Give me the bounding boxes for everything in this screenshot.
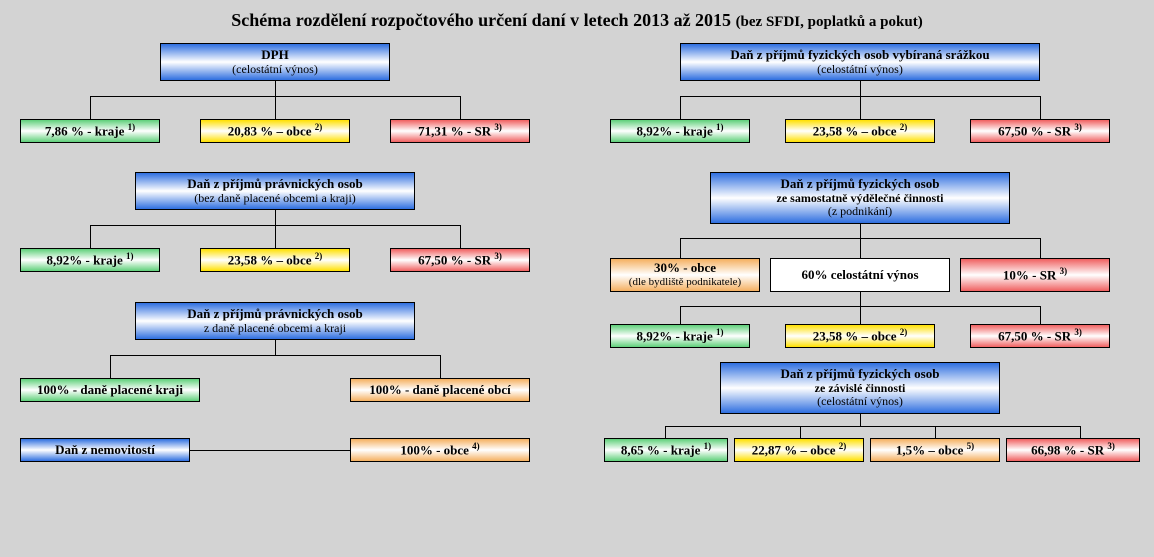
- dppo2-sub: z daně placené obcemi a kraji: [204, 322, 346, 336]
- page-title: Schéma rozdělení rozpočtového určení dan…: [0, 10, 1154, 31]
- zavisla-kraje: 8,65 % - kraje 1): [604, 438, 728, 462]
- title-sub: (bez SFDI, poplatků a pokut): [736, 14, 923, 30]
- dppo1-parent: Daň z příjmů právnických osob (bez daně …: [135, 172, 415, 210]
- srazka-title: Daň z příjmů fyzických osob vybíraná srá…: [730, 48, 989, 63]
- srazka-parent: Daň z příjmů fyzických osob vybíraná srá…: [680, 43, 1040, 81]
- nemo-parent: Daň z nemovitostí: [20, 438, 190, 462]
- dppo2-parent: Daň z příjmů právnických osob z daně pla…: [135, 302, 415, 340]
- dppo1-kraje: 8,92% - kraje 1): [20, 248, 160, 272]
- dph-sr-text: 71,31 % - SR: [418, 124, 491, 139]
- dph-obce: 20,83 % – obce 2): [200, 119, 350, 143]
- dppo2-obci: 100% - daně placené obcí: [350, 378, 530, 402]
- srazka-sr: 67,50 % - SR 3): [970, 119, 1110, 143]
- srazka-sub: (celostátní výnos): [817, 63, 903, 77]
- dph-kraje-fn: 1): [128, 122, 136, 132]
- dph-sub: (celostátní výnos): [232, 63, 318, 77]
- srazka-obce: 23,58 % – obce 2): [785, 119, 935, 143]
- dppo2-kraji: 100% - daně placené kraji: [20, 378, 200, 402]
- zavisla-sub1: ze závislé činnosti: [815, 382, 906, 396]
- dph-title: DPH: [261, 48, 288, 63]
- podnik-obce30: 30% - obce (dle bydliště podnikatele): [610, 258, 760, 292]
- zavisla-sr: 66,98 % - SR 3): [1006, 438, 1140, 462]
- dph-obce-fn: 2): [315, 122, 323, 132]
- dph-kraje: 7,86 % - kraje 1): [20, 119, 160, 143]
- title-main: Schéma rozdělení rozpočtového určení dan…: [231, 10, 731, 30]
- dph-kraje-text: 7,86 % - kraje: [45, 124, 124, 139]
- dppo2-title: Daň z příjmů právnických osob: [187, 307, 363, 322]
- podnik-parent: Daň z příjmů fyzických osob ze samostatn…: [710, 172, 1010, 224]
- dph-sr-fn: 3): [494, 122, 502, 132]
- zavisla-obce2: 1,5% – obce 5): [870, 438, 1000, 462]
- zavisla-title: Daň z příjmů fyzických osob: [781, 367, 940, 382]
- dppo1-obce: 23,58 % – obce 2): [200, 248, 350, 272]
- podnik-title: Daň z příjmů fyzických osob: [781, 177, 940, 192]
- dph-sr: 71,31 % - SR 3): [390, 119, 530, 143]
- podnik-sub1: ze samostatně výdělečné činnosti: [777, 192, 944, 206]
- dppo1-title: Daň z příjmů právnických osob: [187, 177, 363, 192]
- srazka-kraje: 8,92% - kraje 1): [610, 119, 750, 143]
- dph-obce-text: 20,83 % – obce: [228, 124, 312, 139]
- dppo1-sr: 67,50 % - SR 3): [390, 248, 530, 272]
- zavisla-sub2: (celostátní výnos): [817, 395, 903, 409]
- dppo1-sub: (bez daně placené obcemi a kraji): [194, 192, 356, 206]
- zavisla-parent: Daň z příjmů fyzických osob ze závislé č…: [720, 362, 1000, 414]
- podnik-obce: 23,58 % – obce 2): [785, 324, 935, 348]
- podnik-kraje: 8,92% - kraje 1): [610, 324, 750, 348]
- podnik-sr: 67,50 % - SR 3): [970, 324, 1110, 348]
- zavisla-obce1: 22,87 % – obce 2): [734, 438, 864, 462]
- podnik-sr10: 10% - SR 3): [960, 258, 1110, 292]
- dph-parent: DPH (celostátní výnos): [160, 43, 390, 81]
- podnik-sub2: (z podnikání): [828, 205, 892, 219]
- nemo-obce: 100% - obce 4): [350, 438, 530, 462]
- podnik-cele60: 60% celostátní výnos: [770, 258, 950, 292]
